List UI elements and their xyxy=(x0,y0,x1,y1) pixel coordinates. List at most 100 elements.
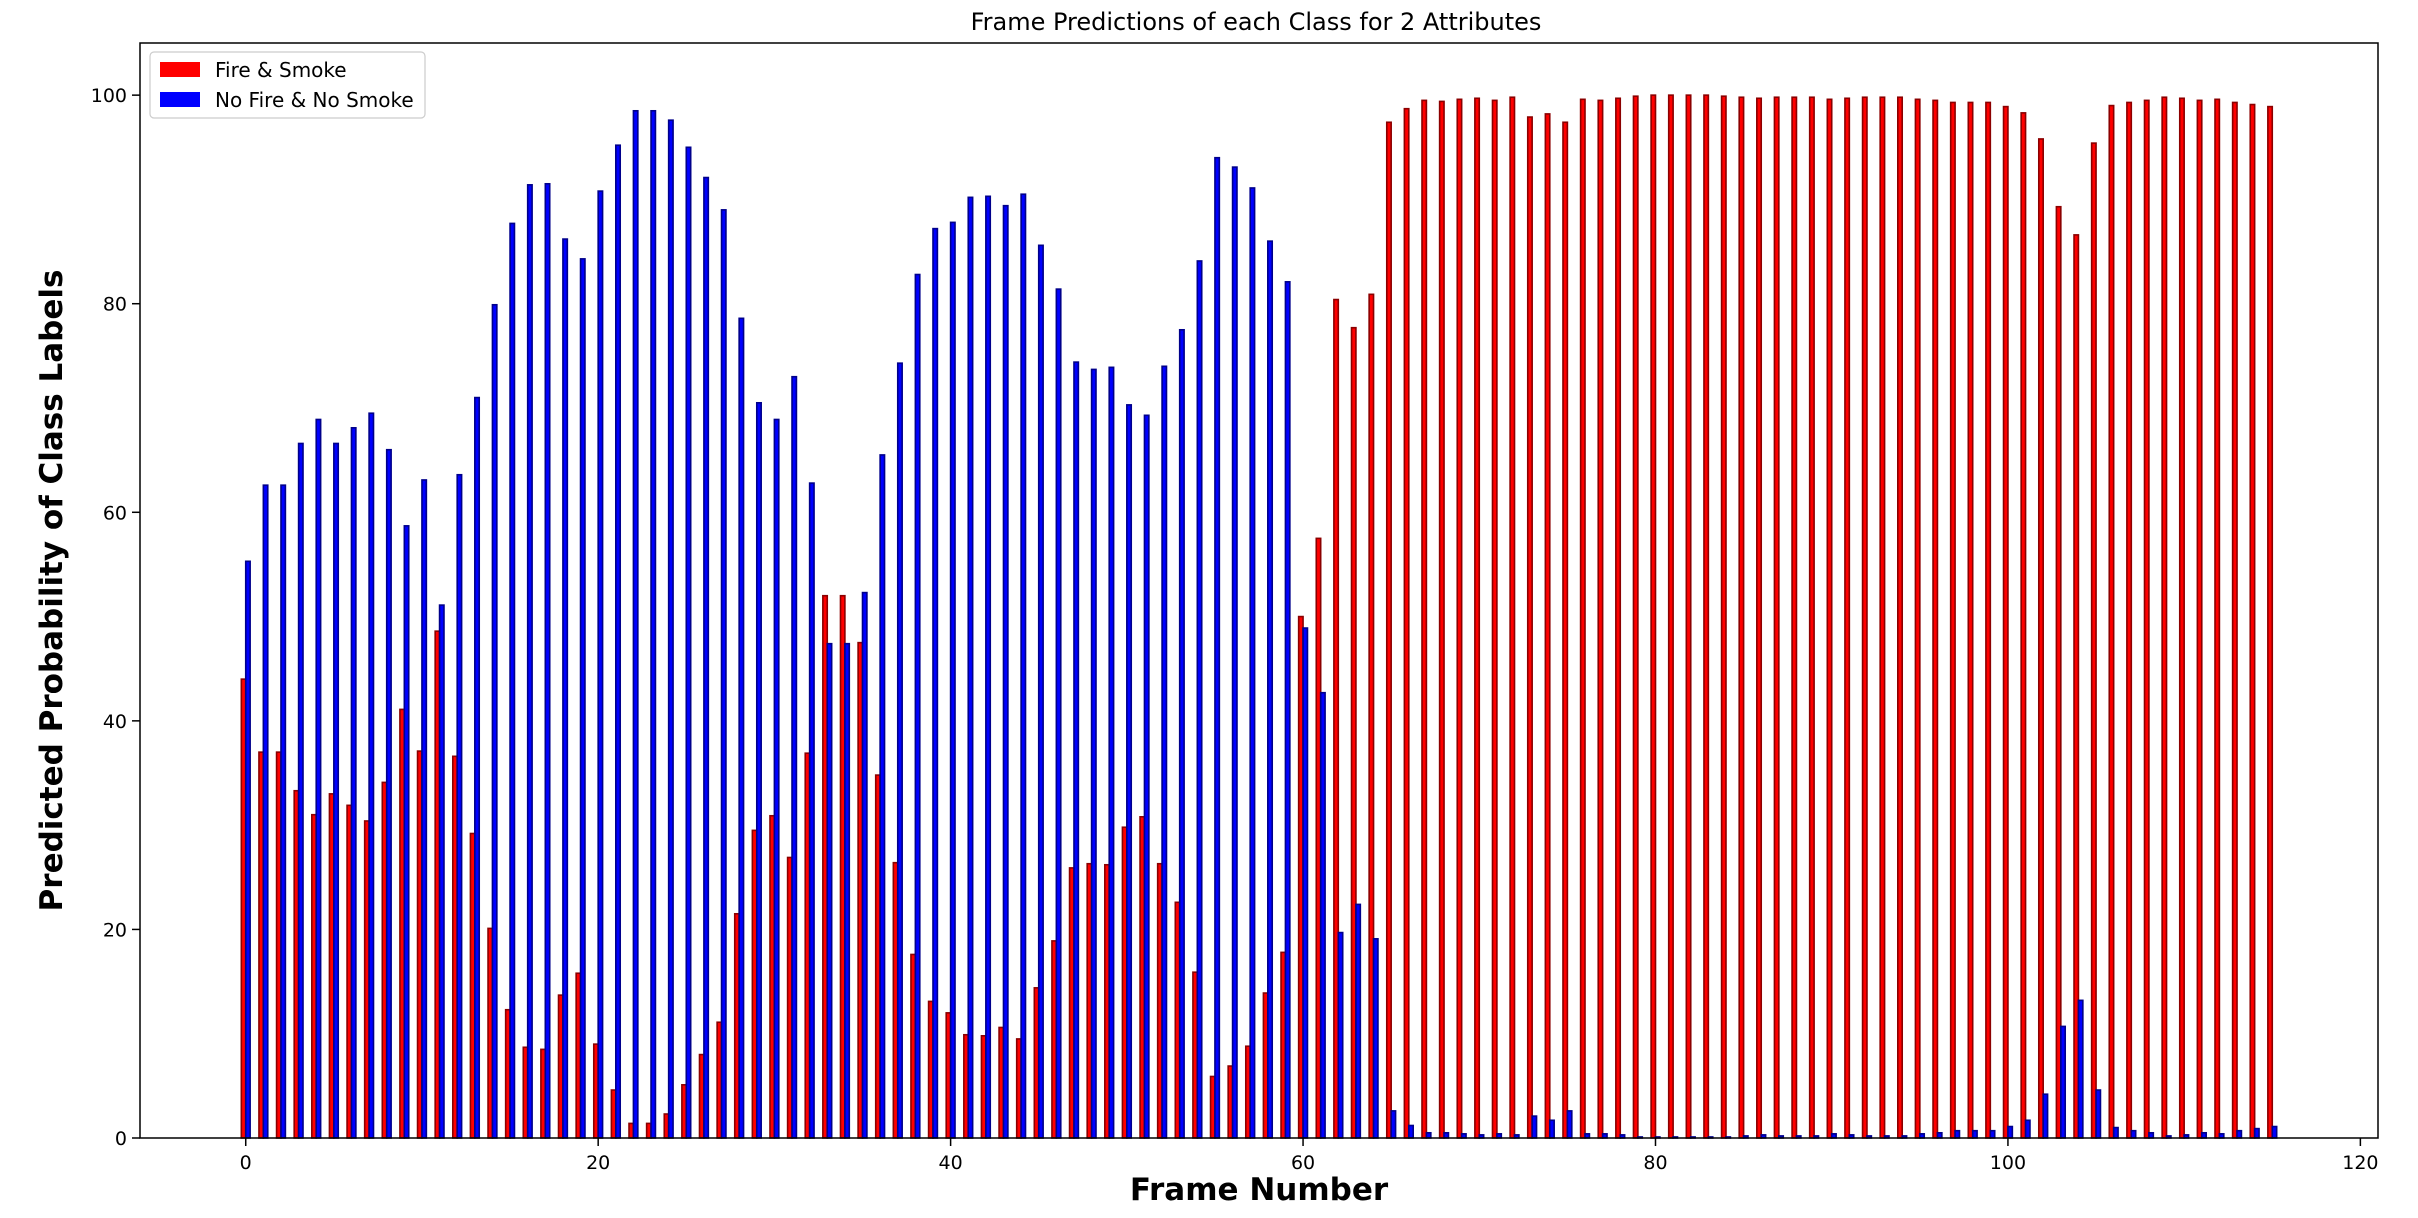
bar-no-fire-no-smoke-97 xyxy=(1954,1129,1961,1139)
bar-no-fire-no-smoke-99 xyxy=(1989,1129,1996,1139)
bar-no-fire-no-smoke-34 xyxy=(844,642,851,1139)
bar-fire-smoke-106 xyxy=(2108,104,2115,1139)
bar-no-fire-no-smoke-12 xyxy=(456,473,463,1139)
chart-title: Frame Predictions of each Class for 2 At… xyxy=(971,8,1542,36)
bar-no-fire-no-smoke-108 xyxy=(2148,1131,2155,1139)
bar-no-fire-no-smoke-58 xyxy=(1267,240,1274,1139)
bar-fire-smoke-71 xyxy=(1491,99,1498,1139)
bar-no-fire-no-smoke-16 xyxy=(526,184,533,1139)
bar-no-fire-no-smoke-60 xyxy=(1302,627,1309,1139)
bar-no-fire-no-smoke-55 xyxy=(1214,156,1221,1139)
bar-no-fire-no-smoke-19 xyxy=(579,258,586,1139)
bar-no-fire-no-smoke-31 xyxy=(791,375,798,1139)
y-tick-label-40: 40 xyxy=(103,711,127,733)
legend-swatch-no-fire-no-smoke xyxy=(160,92,200,107)
bar-no-fire-no-smoke-17 xyxy=(544,182,551,1139)
bar-fire-smoke-105 xyxy=(2090,142,2097,1139)
bar-fire-smoke-98 xyxy=(1967,101,1974,1139)
bar-fire-smoke-67 xyxy=(1421,99,1428,1139)
bar-no-fire-no-smoke-115 xyxy=(2271,1125,2278,1139)
bars-layer xyxy=(240,94,2278,1139)
x-tick-label-120: 120 xyxy=(2342,1152,2378,1174)
bar-fire-smoke-77 xyxy=(1597,99,1604,1139)
bar-no-fire-no-smoke-33 xyxy=(826,642,833,1139)
bar-fire-smoke-97 xyxy=(1949,101,1956,1139)
legend-swatch-fire-smoke xyxy=(160,62,200,77)
bar-fire-smoke-68 xyxy=(1438,100,1445,1139)
bar-fire-smoke-74 xyxy=(1544,113,1551,1139)
bar-fire-smoke-84 xyxy=(1720,95,1727,1139)
bar-no-fire-no-smoke-32 xyxy=(808,482,815,1139)
bar-no-fire-no-smoke-35 xyxy=(861,591,868,1139)
bar-no-fire-no-smoke-23 xyxy=(650,109,657,1139)
legend: Fire & Smoke No Fire & No Smoke xyxy=(149,51,426,119)
bar-fire-smoke-93 xyxy=(1879,96,1886,1139)
bar-no-fire-no-smoke-40 xyxy=(949,221,956,1139)
legend-label-fire-smoke: Fire & Smoke xyxy=(215,58,347,82)
bar-fire-smoke-95 xyxy=(1914,98,1921,1139)
bar-no-fire-no-smoke-100 xyxy=(2007,1125,2014,1139)
bar-no-fire-no-smoke-111 xyxy=(2200,1131,2207,1139)
bar-no-fire-no-smoke-36 xyxy=(879,454,886,1139)
bar-no-fire-no-smoke-6 xyxy=(350,427,357,1139)
bar-no-fire-no-smoke-66 xyxy=(1407,1124,1415,1139)
bar-no-fire-no-smoke-57 xyxy=(1249,187,1256,1139)
bar-no-fire-no-smoke-106 xyxy=(2112,1126,2119,1139)
bar-no-fire-no-smoke-53 xyxy=(1178,328,1185,1139)
bar-no-fire-no-smoke-56 xyxy=(1231,166,1238,1139)
bar-no-fire-no-smoke-2 xyxy=(280,484,287,1139)
bar-fire-smoke-94 xyxy=(1897,96,1904,1139)
bar-fire-smoke-114 xyxy=(2249,103,2256,1139)
legend-label-no-fire-no-smoke: No Fire & No Smoke xyxy=(215,88,414,112)
bar-fire-smoke-111 xyxy=(2196,99,2203,1139)
bar-no-fire-no-smoke-44 xyxy=(1020,193,1027,1139)
bar-fire-smoke-102 xyxy=(2037,138,2044,1139)
bar-no-fire-no-smoke-38 xyxy=(914,273,921,1139)
bar-fire-smoke-109 xyxy=(2161,96,2168,1139)
bar-no-fire-no-smoke-24 xyxy=(667,119,674,1139)
bar-no-fire-no-smoke-52 xyxy=(1161,365,1168,1139)
y-tick-label-80: 80 xyxy=(103,294,127,316)
bar-fire-smoke-115 xyxy=(2267,105,2274,1139)
bar-no-fire-no-smoke-1 xyxy=(262,484,269,1139)
bar-fire-smoke-101 xyxy=(2020,112,2027,1139)
bar-no-fire-no-smoke-7 xyxy=(368,412,375,1139)
bar-no-fire-no-smoke-96 xyxy=(1936,1131,1943,1139)
bar-fire-smoke-88 xyxy=(1791,96,1798,1139)
bar-no-fire-no-smoke-67 xyxy=(1425,1131,1432,1139)
bar-fire-smoke-107 xyxy=(2126,101,2133,1139)
bar-fire-smoke-82 xyxy=(1685,94,1692,1139)
bar-no-fire-no-smoke-59 xyxy=(1284,281,1291,1139)
x-tick-label-20: 20 xyxy=(586,1152,610,1174)
bar-no-fire-no-smoke-74 xyxy=(1548,1119,1555,1139)
bar-fire-smoke-90 xyxy=(1826,98,1833,1139)
bar-no-fire-no-smoke-63 xyxy=(1355,903,1362,1139)
y-tick-label-20: 20 xyxy=(103,919,127,941)
bar-fire-smoke-70 xyxy=(1474,97,1481,1139)
bar-fire-smoke-69 xyxy=(1456,98,1463,1139)
bar-fire-smoke-113 xyxy=(2231,101,2238,1139)
bar-fire-smoke-110 xyxy=(2178,97,2185,1139)
bar-fire-smoke-73 xyxy=(1526,116,1533,1139)
x-tick-label-100: 100 xyxy=(1990,1152,2026,1174)
bar-fire-smoke-96 xyxy=(1932,99,1939,1139)
y-tick-label-60: 60 xyxy=(103,502,127,524)
bar-no-fire-no-smoke-102 xyxy=(2042,1093,2049,1139)
bar-no-fire-no-smoke-26 xyxy=(703,176,710,1139)
bar-fire-smoke-99 xyxy=(1985,101,1992,1139)
bar-no-fire-no-smoke-75 xyxy=(1566,1110,1573,1139)
bar-no-fire-no-smoke-9 xyxy=(403,525,410,1139)
bar-no-fire-no-smoke-42 xyxy=(985,195,992,1139)
bar-no-fire-no-smoke-43 xyxy=(1002,204,1009,1139)
x-axis-label: Frame Number xyxy=(1130,1172,1389,1208)
bar-no-fire-no-smoke-27 xyxy=(720,209,727,1139)
bar-fire-smoke-65 xyxy=(1385,121,1392,1139)
bar-no-fire-no-smoke-48 xyxy=(1090,368,1097,1139)
y-axis-label: Predicted Probability of Class Labels xyxy=(34,270,70,912)
bar-fire-smoke-66 xyxy=(1403,107,1410,1139)
bar-no-fire-no-smoke-22 xyxy=(632,109,639,1139)
bar-no-fire-no-smoke-0 xyxy=(244,560,251,1139)
bar-no-fire-no-smoke-46 xyxy=(1055,288,1062,1139)
bar-fire-smoke-72 xyxy=(1509,96,1516,1139)
